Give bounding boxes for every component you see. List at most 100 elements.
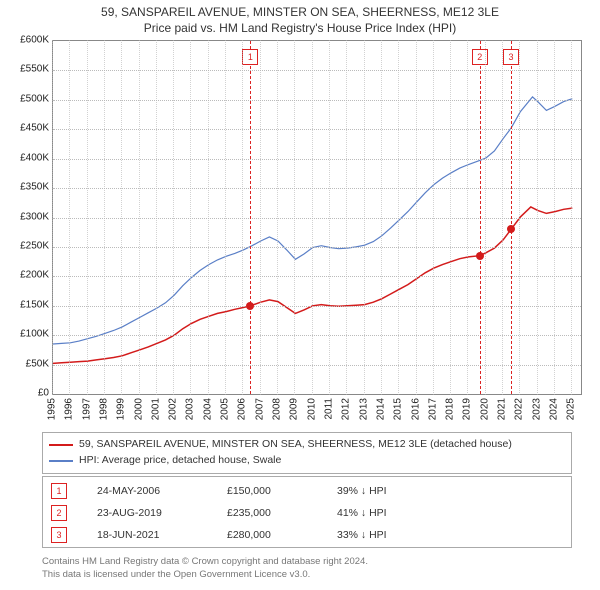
y-axis-label: £100K xyxy=(4,329,49,340)
event-row: 2 23-AUG-2019 £235,000 41% ↓ HPI xyxy=(51,505,563,521)
event-row: 318-JUN-2021£280,00033% ↓ HPI xyxy=(51,527,563,543)
x-axis-label: 1998 xyxy=(98,398,109,420)
x-axis-label: 2006 xyxy=(237,398,248,420)
legend-swatch xyxy=(49,460,73,462)
event-price: £235,000 xyxy=(227,507,307,519)
x-gridline xyxy=(346,40,347,395)
legend-swatch xyxy=(49,444,73,446)
x-gridline xyxy=(156,40,157,395)
event-id: 2 xyxy=(51,505,67,521)
x-gridline xyxy=(242,40,243,395)
x-gridline xyxy=(433,40,434,395)
legend-row: HPI: Average price, detached house, Swal… xyxy=(49,453,565,469)
x-gridline xyxy=(190,40,191,395)
x-axis-label: 2016 xyxy=(410,398,421,420)
x-axis-label: 2019 xyxy=(462,398,473,420)
x-gridline xyxy=(381,40,382,395)
event-date: 18-JUN-2021 xyxy=(97,529,197,541)
event-marker: 1 xyxy=(242,49,258,65)
x-axis-label: 2009 xyxy=(289,398,300,420)
x-axis-label: 2025 xyxy=(566,398,577,420)
y-axis-label: £400K xyxy=(4,152,49,163)
event-price: £150,000 xyxy=(227,485,307,497)
x-axis-label: 2017 xyxy=(427,398,438,420)
x-gridline xyxy=(260,40,261,395)
event-id: 3 xyxy=(51,527,67,543)
credits-line-1: Contains HM Land Registry data © Crown c… xyxy=(42,556,572,569)
x-axis-label: 2021 xyxy=(497,398,508,420)
x-axis-label: 1995 xyxy=(47,398,58,420)
event-id: 1 xyxy=(51,483,67,499)
x-gridline xyxy=(87,40,88,395)
y-axis-label: £300K xyxy=(4,211,49,222)
x-axis-label: 2007 xyxy=(254,398,265,420)
x-axis-label: 2020 xyxy=(479,398,490,420)
x-axis-label: 2014 xyxy=(375,398,386,420)
x-gridline xyxy=(416,40,417,395)
x-gridline xyxy=(502,40,503,395)
y-axis-label: £0 xyxy=(4,388,49,399)
x-gridline xyxy=(571,40,572,395)
event-date: 24-MAY-2006 xyxy=(97,485,197,497)
y-axis-label: £550K xyxy=(4,64,49,75)
x-axis-label: 2013 xyxy=(358,398,369,420)
sale-point xyxy=(246,302,254,310)
x-gridline xyxy=(208,40,209,395)
y-axis-label: £50K xyxy=(4,358,49,369)
x-gridline xyxy=(467,40,468,395)
y-axis-label: £450K xyxy=(4,123,49,134)
x-gridline xyxy=(519,40,520,395)
credits-line-2: This data is licensed under the Open Gov… xyxy=(42,569,572,582)
x-gridline xyxy=(139,40,140,395)
title-line-2: Price paid vs. HM Land Registry's House … xyxy=(0,20,600,36)
x-axis-label: 2003 xyxy=(185,398,196,420)
y-axis-label: £150K xyxy=(4,299,49,310)
x-gridline xyxy=(537,40,538,395)
x-gridline xyxy=(554,40,555,395)
legend-label: HPI: Average price, detached house, Swal… xyxy=(79,453,281,469)
chart-container: 123 £0£50K£100K£150K£200K£250K£300K£350K… xyxy=(10,40,590,420)
x-gridline xyxy=(364,40,365,395)
x-gridline xyxy=(450,40,451,395)
x-axis-label: 2024 xyxy=(549,398,560,420)
x-gridline xyxy=(277,40,278,395)
x-axis-label: 2000 xyxy=(133,398,144,420)
x-axis-label: 2011 xyxy=(323,398,334,420)
x-gridline xyxy=(173,40,174,395)
events-box: 124-MAY-2006£150,00039% ↓ HPI223-AUG-201… xyxy=(42,476,572,548)
x-axis-label: 2018 xyxy=(445,398,456,420)
chart-title-block: 59, SANSPAREIL AVENUE, MINSTER ON SEA, S… xyxy=(0,0,600,36)
y-axis-label: £200K xyxy=(4,270,49,281)
event-line xyxy=(480,41,481,394)
event-line xyxy=(511,41,512,394)
x-axis-label: 2022 xyxy=(514,398,525,420)
legend-box: 59, SANSPAREIL AVENUE, MINSTER ON SEA, S… xyxy=(42,432,572,474)
event-pct: 33% ↓ HPI xyxy=(337,529,427,541)
event-row: 124-MAY-2006£150,00039% ↓ HPI xyxy=(51,483,563,499)
x-axis-label: 2004 xyxy=(202,398,213,420)
title-line-1: 59, SANSPAREIL AVENUE, MINSTER ON SEA, S… xyxy=(0,4,600,20)
credits: Contains HM Land Registry data © Crown c… xyxy=(42,556,572,582)
x-axis-label: 2010 xyxy=(306,398,317,420)
x-axis-label: 2012 xyxy=(341,398,352,420)
legend-row: 59, SANSPAREIL AVENUE, MINSTER ON SEA, S… xyxy=(49,437,565,453)
event-pct: 41% ↓ HPI xyxy=(337,507,427,519)
x-axis-label: 2002 xyxy=(168,398,179,420)
y-axis-label: £600K xyxy=(4,35,49,46)
y-axis-label: £500K xyxy=(4,93,49,104)
x-gridline xyxy=(52,40,53,395)
x-axis-label: 2005 xyxy=(220,398,231,420)
x-gridline xyxy=(121,40,122,395)
legend-label: 59, SANSPAREIL AVENUE, MINSTER ON SEA, S… xyxy=(79,437,512,453)
sale-point xyxy=(507,225,515,233)
x-axis-label: 1996 xyxy=(64,398,75,420)
x-gridline xyxy=(104,40,105,395)
x-gridline xyxy=(69,40,70,395)
x-gridline xyxy=(485,40,486,395)
sale-point xyxy=(476,252,484,260)
x-axis-label: 2008 xyxy=(272,398,283,420)
x-axis-label: 2001 xyxy=(150,398,161,420)
event-date: 23-AUG-2019 xyxy=(97,507,197,519)
x-gridline xyxy=(398,40,399,395)
x-axis-label: 2023 xyxy=(531,398,542,420)
